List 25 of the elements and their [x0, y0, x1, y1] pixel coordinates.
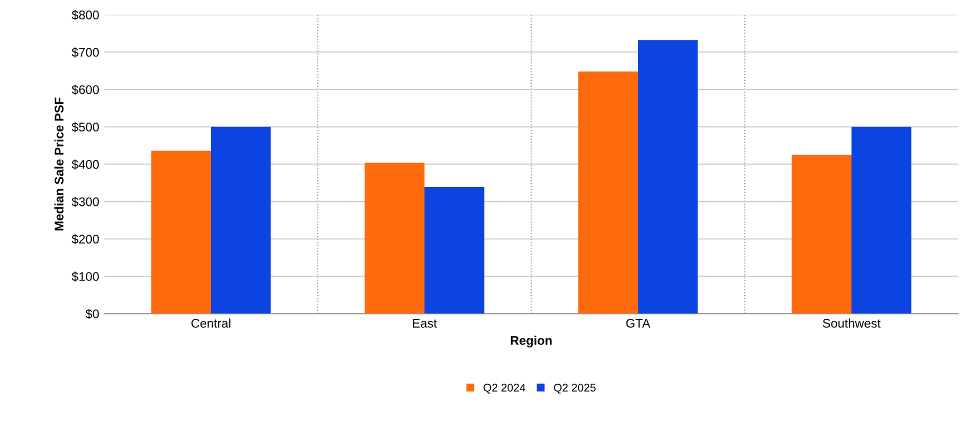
y-tick-label: $100	[72, 272, 99, 282]
y-tick-label: $200	[72, 234, 99, 244]
bar	[151, 150, 211, 314]
bar	[851, 126, 912, 314]
bar	[578, 72, 638, 314]
y-tick-label: $800	[72, 10, 99, 20]
y-tick-label: $300	[72, 196, 99, 207]
x-tick-label: Southwest	[822, 318, 881, 328]
bar	[364, 162, 424, 314]
y-axis-title: Median Sale Price PSF	[54, 98, 64, 230]
y-tick-label: $700	[72, 47, 99, 58]
x-tick-label: GTA	[626, 318, 650, 328]
bar	[792, 154, 852, 314]
y-tick-label: $0	[86, 308, 99, 320]
bar	[424, 186, 484, 314]
x-axis-title: Region	[510, 336, 552, 348]
bar	[638, 40, 698, 314]
legend-label: Q2 2024	[484, 384, 526, 394]
x-tick-label: East	[413, 318, 437, 328]
y-tick-label: $500	[72, 122, 99, 132]
bar	[210, 126, 271, 314]
legend-label: Q2 2025	[554, 384, 596, 394]
y-tick-label: $400	[72, 159, 99, 170]
x-tick-label: Central	[191, 318, 230, 328]
y-tick-label: $600	[72, 84, 99, 95]
